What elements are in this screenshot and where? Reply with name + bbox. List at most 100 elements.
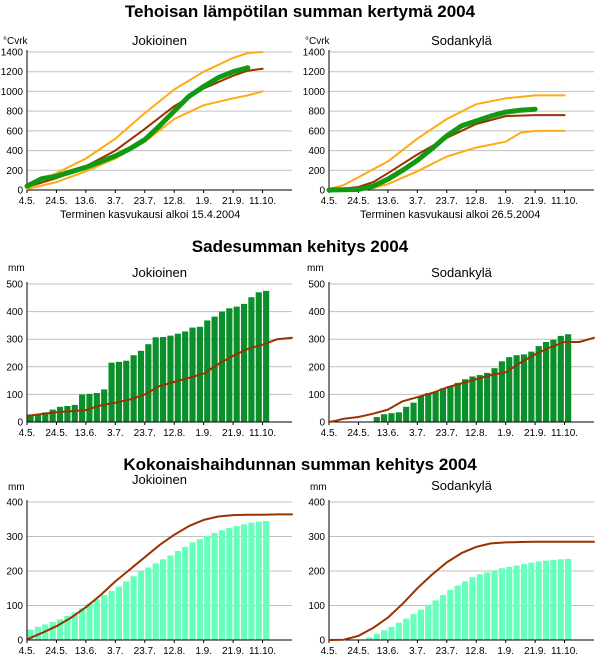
bar: [248, 522, 255, 640]
bar: [263, 290, 270, 422]
bar: [93, 599, 100, 640]
bar: [123, 360, 130, 422]
bar: [506, 357, 513, 422]
bar: [462, 379, 469, 422]
x-tick-label: 11.10.: [249, 196, 276, 207]
panel-title: Jokioinen: [132, 265, 187, 280]
bar: [49, 622, 56, 640]
section-title: Kokonaishaihdunnan summan kehitys 2004: [123, 455, 477, 474]
bar: [454, 382, 461, 422]
x-tick-label: 4.5.: [321, 428, 338, 439]
series-line-mean: [26, 336, 293, 417]
series-line-current: [326, 106, 538, 193]
x-tick-label: 24.5.: [347, 196, 369, 207]
series-line-mean: [26, 513, 293, 641]
bar: [152, 563, 159, 640]
y-unit-label: mm: [307, 263, 324, 274]
x-tick-label: 13.6.: [377, 428, 399, 439]
bar: [56, 619, 64, 640]
series-line-mean: [328, 336, 595, 423]
series-line-mean: [328, 540, 595, 641]
bar: [255, 521, 262, 640]
bar: [182, 331, 189, 422]
x-tick-label: 13.6.: [75, 428, 97, 439]
bar: [101, 595, 108, 640]
x-tick-label: 1.9.: [195, 646, 212, 656]
y-tick-label: 600: [6, 126, 23, 137]
section-title: Sadesumman kehitys 2004: [192, 237, 409, 256]
x-tick-label: 3.7.: [409, 196, 426, 207]
bar: [64, 615, 71, 640]
y-tick-label: 500: [308, 280, 325, 291]
series-line-upper: [328, 94, 566, 190]
bar: [108, 362, 115, 422]
x-tick-label: 3.7.: [107, 428, 124, 439]
y-tick-label: 1000: [303, 87, 326, 98]
bar: [528, 351, 535, 422]
bar: [263, 520, 270, 640]
y-tick-label: 100: [308, 390, 325, 401]
y-tick-label: 100: [6, 601, 23, 612]
bar: [182, 546, 189, 640]
bar: [403, 406, 410, 422]
x-tick-label: 23.7.: [436, 196, 458, 207]
bar: [218, 311, 226, 422]
x-tick-label: 1.9.: [497, 428, 514, 439]
y-tick-label: 200: [6, 166, 23, 177]
bar: [115, 361, 122, 422]
bar: [439, 595, 447, 640]
x-tick-label: 23.7.: [134, 428, 156, 439]
y-unit-label: °Cvrk: [305, 36, 331, 47]
bar: [130, 355, 137, 422]
bar: [491, 368, 498, 422]
bar: [535, 561, 542, 640]
y-tick-label: 200: [6, 567, 23, 578]
bar: [218, 530, 226, 640]
bar: [130, 576, 137, 640]
y-unit-label: mm: [8, 263, 25, 274]
bar: [520, 354, 528, 422]
bar: [388, 413, 395, 422]
bar: [432, 600, 439, 640]
bar: [115, 586, 122, 640]
bar: [542, 341, 550, 422]
y-tick-label: 200: [6, 362, 23, 373]
bar: [550, 559, 557, 640]
x-tick-label: 12.8.: [465, 428, 487, 439]
bar: [542, 560, 550, 640]
series-line-lower: [328, 129, 566, 191]
bar: [34, 626, 42, 640]
y-tick-label: 0: [17, 418, 23, 429]
y-tick-label: 100: [6, 390, 23, 401]
panel-title: Sodankylä: [431, 33, 492, 48]
x-tick-label: 1.9.: [195, 428, 212, 439]
bar: [565, 334, 572, 422]
bar: [403, 618, 410, 640]
x-tick-label: 3.7.: [409, 428, 426, 439]
y-tick-label: 200: [308, 166, 325, 177]
x-tick-label: 24.5.: [45, 428, 67, 439]
bar: [27, 414, 34, 422]
bar: [550, 339, 557, 422]
bar: [71, 404, 78, 422]
x-tick-label: 11.10.: [249, 646, 276, 656]
bar: [167, 555, 174, 640]
bar: [64, 405, 71, 422]
series-line-lower: [26, 90, 264, 190]
x-tick-label: 1.9.: [195, 196, 212, 207]
x-tick-label: 21.9.: [524, 646, 546, 656]
panel-title: Jokioinen: [132, 472, 187, 487]
x-tick-label: 12.8.: [465, 646, 487, 656]
x-tick-label: 4.5.: [321, 646, 338, 656]
bar: [56, 406, 64, 422]
y-tick-label: 0: [319, 636, 325, 647]
bar: [520, 564, 528, 640]
x-tick-label: 12.8.: [163, 646, 185, 656]
x-tick-label: 11.10.: [551, 428, 578, 439]
bar: [27, 629, 34, 640]
x-tick-label: 24.5.: [347, 428, 369, 439]
bar: [469, 376, 476, 422]
panel-title: Jokioinen: [132, 33, 187, 48]
bar: [160, 336, 167, 422]
bar: [447, 589, 454, 640]
